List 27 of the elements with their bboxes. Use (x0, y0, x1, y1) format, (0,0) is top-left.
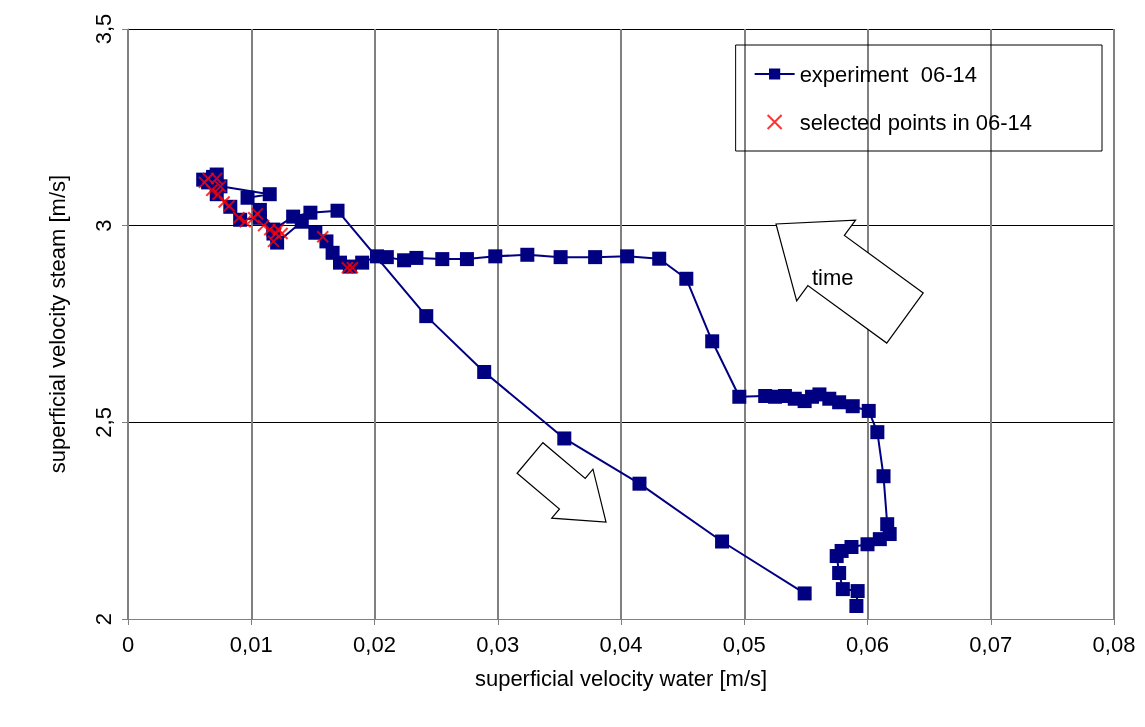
point (210, 171, 224, 185)
legend-label: selected points in 06-14 (799, 109, 1032, 135)
x-axis-title: superficial velocity water [m/s] (474, 665, 768, 691)
y-tick-label: 3,5 (90, 13, 116, 45)
x-tick-label: 0,08 (1092, 631, 1136, 657)
x-tick-label: 0 (121, 631, 135, 657)
legend-label: experiment 06-14 (799, 61, 977, 87)
x-tick-label: 0,04 (599, 631, 643, 657)
y-tick-label: 2,5 (90, 407, 116, 438)
point (316, 230, 330, 244)
x-tick-label: 0,03 (476, 631, 520, 657)
x-tick-label: 0,05 (722, 631, 766, 657)
point (271, 223, 285, 237)
x-tick-label: 0,02 (353, 631, 396, 657)
y-axis-title: superficial velocity steam [m/s] (44, 174, 70, 474)
x-tick-label: 0,07 (969, 631, 1013, 657)
point (275, 227, 289, 241)
point (217, 195, 231, 209)
x-tick-label: 0,06 (846, 631, 889, 657)
y-tick-label: 3 (90, 219, 116, 232)
point (257, 219, 271, 233)
annotation: time (812, 264, 854, 290)
point (247, 211, 261, 225)
x-tick-label: 0,01 (229, 631, 273, 657)
y-tick-label: 2 (90, 612, 116, 626)
point (238, 215, 252, 229)
point (250, 207, 264, 221)
